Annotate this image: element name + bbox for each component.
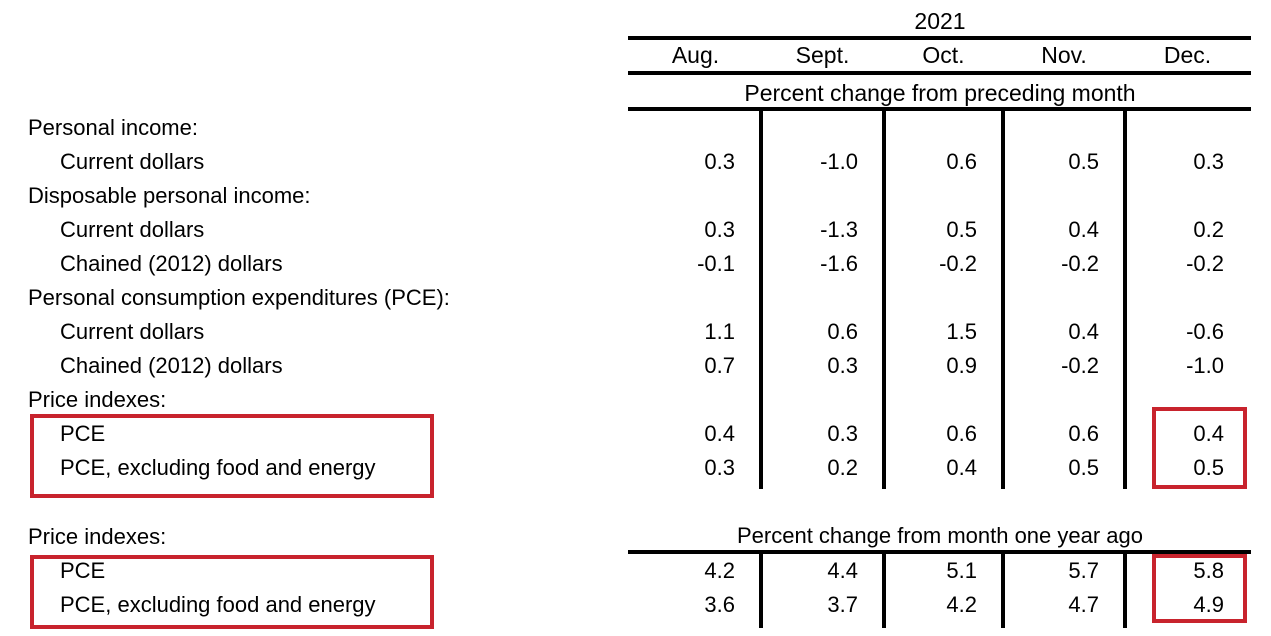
table-row: Price indexes: — [0, 383, 1250, 417]
value-cell: 4.7 — [1068, 592, 1099, 617]
value-cell: 1.1 — [704, 319, 735, 344]
table-row: Current dollars 0.3 -1.0 0.6 0.5 0.3 — [0, 145, 1250, 179]
value-cell: -1.0 — [1186, 353, 1224, 378]
column-divider — [1123, 111, 1127, 489]
row-label: Current dollars — [60, 149, 205, 174]
value-cell: 0.4 — [1193, 421, 1224, 446]
column-header-aug: Aug. — [671, 41, 720, 68]
value-cell: 0.6 — [946, 421, 977, 446]
value-cell: 4.9 — [1193, 592, 1224, 617]
column-header-sept: Sept. — [795, 41, 850, 68]
rule-under-year — [628, 36, 1251, 40]
value-cell: 0.2 — [1193, 217, 1224, 242]
value-cell: -0.2 — [1061, 353, 1099, 378]
column-header-dec: Dec. — [1163, 41, 1212, 68]
column-header-oct: Oct. — [922, 41, 965, 68]
value-cell: 0.6 — [827, 319, 858, 344]
table-row: Personal consumption expenditures (PCE): — [0, 281, 1250, 315]
row-label: Price indexes: — [28, 524, 167, 549]
column-divider — [759, 554, 763, 628]
value-cell: 0.5 — [946, 217, 977, 242]
highlight-box-dec-values-yoy — [1152, 554, 1247, 623]
section1-header: Percent change from preceding month — [744, 80, 1136, 106]
value-cell: 0.4 — [946, 455, 977, 480]
column-divider — [1001, 111, 1005, 489]
rule-under-section2-header — [628, 550, 1251, 554]
value-cell: 0.3 — [704, 149, 735, 174]
value-cell: -1.0 — [820, 149, 858, 174]
value-cell: -0.6 — [1186, 319, 1224, 344]
table-row: Personal income: — [0, 111, 1250, 145]
value-cell: 0.3 — [1193, 149, 1224, 174]
table-row: Chained (2012) dollars -0.1 -1.6 -0.2 -0… — [0, 247, 1250, 281]
value-cell: 4.2 — [704, 558, 735, 583]
value-cell: 4.2 — [946, 592, 977, 617]
table-row: Chained (2012) dollars 0.7 0.3 0.9 -0.2 … — [0, 349, 1250, 383]
rule-under-section1-header — [628, 107, 1251, 111]
table-row: PCE, excluding food and energy 0.3 0.2 0… — [0, 451, 1250, 485]
month-header-row: Aug. Sept. Oct. Nov. Dec. — [0, 38, 1250, 72]
row-label: Disposable personal income: — [28, 183, 311, 208]
table-row: Current dollars 1.1 0.6 1.5 0.4 -0.6 — [0, 315, 1250, 349]
row-label: PCE, excluding food and energy — [60, 455, 376, 480]
table-row: PCE 0.4 0.3 0.6 0.6 0.4 — [0, 417, 1250, 451]
column-divider — [1123, 554, 1127, 628]
value-cell: 5.7 — [1068, 558, 1099, 583]
value-cell: 0.4 — [1068, 319, 1099, 344]
table-row: PCE 4.2 4.4 5.1 5.7 5.8 — [0, 554, 1250, 588]
value-cell: 1.5 — [946, 319, 977, 344]
value-cell: 0.3 — [704, 217, 735, 242]
row-label: Chained (2012) dollars — [60, 353, 283, 378]
table-row: PCE, excluding food and energy 3.6 3.7 4… — [0, 588, 1250, 622]
row-label: Chained (2012) dollars — [60, 251, 283, 276]
row-label: PCE — [60, 421, 106, 446]
year-header: 2021 — [914, 8, 966, 34]
value-cell: 0.3 — [827, 353, 858, 378]
value-cell: 0.4 — [1068, 217, 1099, 242]
value-cell: -1.3 — [820, 217, 858, 242]
value-cell: 5.1 — [946, 558, 977, 583]
value-cell: -0.1 — [697, 251, 735, 276]
value-cell: 0.6 — [946, 149, 977, 174]
row-label: PCE, excluding food and energy — [60, 592, 376, 617]
value-cell: 0.4 — [704, 421, 735, 446]
row-label: Current dollars — [60, 319, 205, 344]
value-cell: 0.5 — [1068, 455, 1099, 480]
highlight-box-dec-values-mom — [1152, 407, 1247, 489]
value-cell: 0.5 — [1068, 149, 1099, 174]
value-cell: 0.3 — [704, 455, 735, 480]
row-label: Personal income: — [28, 115, 198, 140]
column-divider — [759, 111, 763, 489]
value-cell: 0.7 — [704, 353, 735, 378]
row-label: Current dollars — [60, 217, 205, 242]
value-cell: 4.4 — [827, 558, 858, 583]
value-cell: 0.5 — [1193, 455, 1224, 480]
value-cell: 3.6 — [704, 592, 735, 617]
row-label: Personal consumption expenditures (PCE): — [28, 285, 450, 310]
table-row: Disposable personal income: — [0, 179, 1250, 213]
value-cell: -1.6 — [820, 251, 858, 276]
value-cell: -0.2 — [1186, 251, 1224, 276]
column-divider — [1001, 554, 1005, 628]
value-cell: 0.9 — [946, 353, 977, 378]
column-divider — [882, 111, 886, 489]
value-cell: 0.6 — [1068, 421, 1099, 446]
value-cell: 3.7 — [827, 592, 858, 617]
table-row: Current dollars 0.3 -1.3 0.5 0.4 0.2 — [0, 213, 1250, 247]
value-cell: 5.8 — [1193, 558, 1224, 583]
row-label: PCE — [60, 558, 106, 583]
value-cell: 0.3 — [827, 421, 858, 446]
highlight-box-price-index-labels-yoy — [30, 555, 434, 629]
rule-under-months — [628, 71, 1251, 75]
row-label: Price indexes: — [28, 387, 167, 412]
value-cell: -0.2 — [1061, 251, 1099, 276]
column-divider — [882, 554, 886, 628]
highlight-box-price-index-labels-mom — [30, 414, 434, 498]
section2-header: Percent change from month one year ago — [736, 523, 1144, 548]
value-cell: -0.2 — [939, 251, 977, 276]
column-header-nov: Nov. — [1041, 41, 1087, 68]
section2-header-row: Price indexes: — [0, 520, 1250, 554]
value-cell: 0.2 — [827, 455, 858, 480]
